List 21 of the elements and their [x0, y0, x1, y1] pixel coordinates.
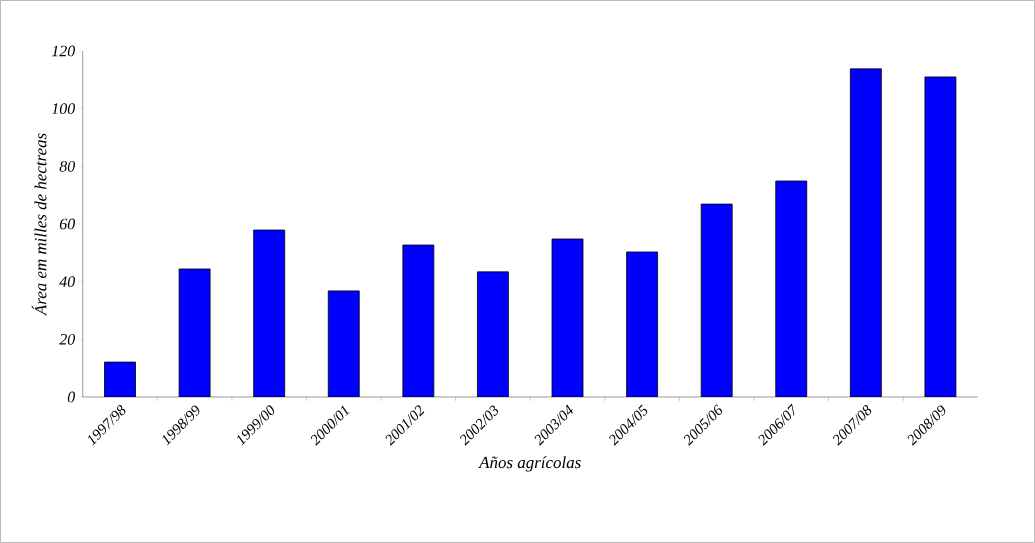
- y-tick-label: 100: [51, 103, 75, 115]
- bar: [775, 180, 808, 397]
- bar: [253, 229, 286, 397]
- x-axis-title: Años agrícolas: [478, 456, 581, 472]
- y-axis-title: Área em milles de hectreas: [31, 133, 47, 316]
- bar: [327, 290, 360, 397]
- bar: [551, 238, 584, 397]
- bar: [700, 203, 733, 397]
- bar: [402, 244, 435, 397]
- bar: [924, 76, 957, 397]
- y-tick-label: 40: [59, 276, 75, 288]
- y-tick-label: 60: [59, 218, 75, 230]
- bar: [477, 271, 509, 397]
- bar: [849, 68, 882, 397]
- y-tick-label: 0: [67, 391, 75, 403]
- y-tick-label: 120: [51, 45, 75, 57]
- bar: [626, 251, 658, 397]
- bar: [178, 268, 211, 397]
- y-tick-label: 20: [59, 333, 75, 345]
- bar: [104, 361, 136, 397]
- y-tick-label: 80: [59, 160, 75, 172]
